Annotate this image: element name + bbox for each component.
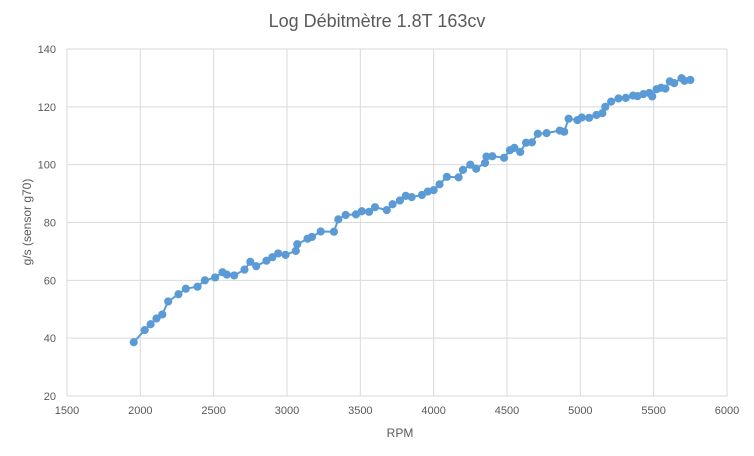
- data-point: [274, 249, 283, 258]
- data-point: [140, 325, 149, 335]
- data-point: [395, 196, 405, 205]
- data-point: [365, 207, 374, 216]
- data-point: [193, 282, 202, 291]
- data-point: [293, 240, 302, 249]
- data-point: [268, 253, 277, 262]
- data-point: [334, 215, 343, 224]
- data-point: [442, 172, 451, 181]
- data-point: [614, 94, 623, 103]
- y-tick-label: 100: [38, 160, 56, 172]
- y-tick-label: 80: [44, 218, 56, 230]
- data-point: [533, 129, 542, 138]
- data-point: [152, 314, 161, 323]
- y-tick-label: 60: [44, 275, 56, 287]
- data-point: [291, 246, 300, 255]
- chart-title: Log Débitmètre 1.8T 163cv: [268, 11, 486, 31]
- data-point: [499, 153, 509, 162]
- y-axis-title: g/s (sensor g70): [20, 178, 34, 266]
- data-point: [146, 320, 155, 329]
- data-point: [388, 200, 397, 209]
- data-point: [407, 192, 416, 202]
- data-point: [230, 271, 239, 280]
- data-point: [240, 265, 249, 274]
- data-point: [164, 297, 173, 306]
- data-point: [516, 147, 525, 157]
- data-point: [621, 93, 630, 102]
- data-point: [417, 190, 427, 200]
- data-point: [601, 102, 610, 111]
- x-tick-label: 5500: [641, 405, 665, 417]
- y-tick-label: 140: [38, 44, 56, 56]
- data-point: [329, 227, 339, 236]
- x-axis-title: RPM: [386, 426, 414, 440]
- data-point: [564, 114, 573, 123]
- data-point: [357, 207, 366, 216]
- data-point: [577, 113, 586, 122]
- data-point: [458, 165, 468, 174]
- data-point: [200, 276, 209, 285]
- x-tick-label: 3000: [275, 405, 299, 417]
- data-point: [262, 256, 271, 265]
- x-tick-label: 3500: [348, 405, 372, 417]
- data-point: [222, 270, 231, 279]
- y-tick-label: 20: [44, 391, 56, 403]
- data-point: [382, 205, 391, 215]
- data-point: [488, 152, 497, 161]
- data-point: [429, 186, 438, 195]
- data-point: [585, 113, 594, 122]
- data-point: [252, 262, 261, 271]
- data-point: [341, 210, 350, 220]
- y-tick-label: 40: [44, 333, 56, 345]
- data-point: [661, 84, 670, 93]
- data-point: [281, 250, 290, 259]
- data-point: [129, 338, 138, 347]
- x-tick-label: 2500: [201, 405, 225, 417]
- series-line: [132, 77, 691, 343]
- x-tick-label: 4000: [421, 405, 445, 417]
- x-tick-label: 6000: [715, 405, 739, 417]
- x-tick-label: 4500: [495, 405, 519, 417]
- data-point: [454, 173, 463, 182]
- data-point: [466, 160, 475, 169]
- data-point: [542, 129, 551, 138]
- x-tick-label: 1500: [55, 405, 79, 417]
- x-tick-label: 2000: [128, 405, 152, 417]
- data-point: [211, 273, 220, 282]
- data-point: [435, 180, 444, 189]
- data-point: [648, 92, 657, 101]
- data-point: [510, 143, 519, 152]
- data-point: [174, 290, 183, 299]
- data-point: [307, 232, 317, 242]
- data-point: [607, 97, 616, 106]
- data-point: [246, 257, 255, 266]
- data-point: [686, 75, 695, 85]
- x-tick-label: 5000: [568, 405, 592, 417]
- y-tick-label: 120: [38, 102, 56, 114]
- data-point: [370, 203, 380, 212]
- data-point: [560, 127, 569, 136]
- data-point: [472, 164, 481, 173]
- data-point: [316, 227, 325, 236]
- data-point: [670, 79, 679, 88]
- data-point: [181, 284, 190, 293]
- data-point: [527, 138, 537, 147]
- data-point: [158, 310, 167, 319]
